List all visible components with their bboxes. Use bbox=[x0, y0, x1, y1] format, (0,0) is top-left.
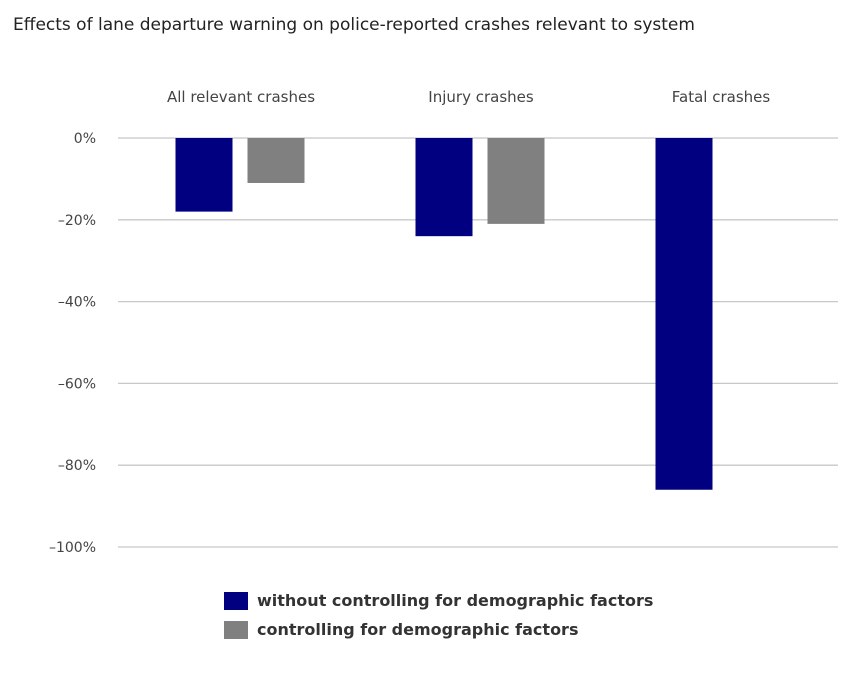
y-tick-label: –40% bbox=[58, 295, 96, 311]
legend-label: controlling for demographic factors bbox=[257, 620, 579, 639]
y-tick-label: –20% bbox=[58, 213, 96, 229]
category-labels: All relevant crashes Injury crashes Fatal … bbox=[167, 88, 770, 106]
bar bbox=[487, 138, 545, 224]
bar-chart: 0% –20% –40% –60% –80% –100% All relevant cra… bbox=[49, 88, 838, 556]
legend-label: without controlling for demographic fact… bbox=[257, 591, 654, 610]
category-label: Injury crashes bbox=[428, 88, 534, 106]
bar bbox=[247, 138, 305, 183]
y-tick-label: 0% bbox=[74, 131, 96, 147]
y-tick-label: –100% bbox=[49, 540, 96, 556]
bars bbox=[175, 138, 713, 490]
legend-item-controlling: controlling for demographic factors bbox=[224, 615, 653, 644]
legend-swatch-gray bbox=[224, 620, 248, 639]
y-tick-label: –80% bbox=[58, 458, 96, 474]
legend-swatch-navy bbox=[224, 591, 248, 610]
chart-title: Effects of lane departure warning on pol… bbox=[13, 15, 695, 35]
category-label: All relevant crashes bbox=[167, 88, 315, 106]
y-axis-ticks: 0% –20% –40% –60% –80% –100% bbox=[49, 131, 96, 556]
legend-item-without-controlling: without controlling for demographic fact… bbox=[224, 586, 653, 615]
y-tick-label: –60% bbox=[58, 376, 96, 392]
gridlines bbox=[118, 137, 838, 548]
bar bbox=[175, 138, 233, 212]
bar bbox=[655, 138, 713, 490]
legend: without controlling for demographic fact… bbox=[224, 586, 653, 644]
bar bbox=[415, 138, 473, 237]
category-label: Fatal crashes bbox=[672, 88, 771, 106]
